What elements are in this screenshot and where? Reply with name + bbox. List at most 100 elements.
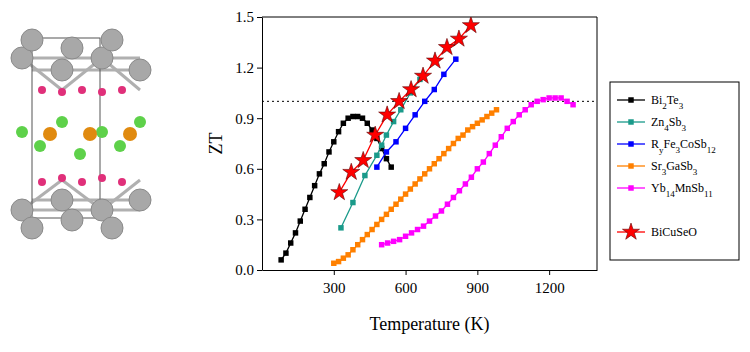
data-point [412,112,417,117]
atom-green [134,116,146,128]
data-point [384,149,389,154]
data-point [369,227,374,232]
unit-cell [32,38,100,218]
tick-mark [257,219,262,220]
data-point [393,139,398,144]
data-point [455,136,460,141]
data-point [331,261,336,266]
y-tick: 0.3 [235,212,262,228]
data-point [546,95,551,100]
data-point [422,171,427,176]
y-tick: 0.0 [235,262,262,278]
plot-area [262,17,597,266]
data-point [408,186,413,191]
data-point [453,56,458,61]
text-run: Bi [651,93,663,107]
tick-mark [257,68,262,69]
data-point [462,17,479,33]
series-line [341,79,420,227]
data-point [558,95,563,100]
legend-item: Zn4Sb3 [617,115,687,133]
data-point [365,121,370,126]
legend-marker [628,163,633,168]
atom-small [118,178,126,186]
tick-label: 0.3 [235,212,254,228]
legend-box [610,82,739,260]
axis-line [263,270,598,271]
data-point [451,141,456,146]
data-point [278,257,283,262]
data-point [331,139,336,144]
x-axis-title: Temperature (K) [369,314,489,335]
data-point [367,126,384,142]
legend-item: Sr3GaSb3 [617,159,698,177]
legend-marker [628,119,633,124]
data-point [534,99,539,104]
data-point [302,207,307,212]
data-point [494,107,499,112]
text-run: MnSb [675,181,704,195]
data-point [343,163,360,179]
legend-label: Yb14MnSb11 [651,181,713,199]
tick-mark [406,270,407,275]
y-tick: 1.2 [235,60,262,76]
data-point [355,114,360,119]
plot-frame [262,17,597,270]
crystal-bond [22,57,140,60]
data-point [487,151,492,156]
data-point [350,247,355,252]
atom-large [129,59,151,81]
data-point [470,124,475,129]
text-run: Fe [664,137,676,151]
data-point [445,201,450,206]
text-run: CoSb [680,137,707,151]
tick-mark [257,17,262,18]
atom-orange [83,127,97,141]
y-axis-title: ZT [206,133,226,155]
data-point [417,176,422,181]
data-point [460,132,465,137]
data-point [489,110,494,115]
data-point [379,242,384,247]
series-line [382,98,573,245]
data-point [385,240,390,245]
tick-mark [477,270,478,275]
data-point [355,242,360,247]
axis-line [262,18,263,271]
data-point [446,146,451,151]
legend-label: BiCuSeO [651,225,697,239]
tick-label: 300 [323,280,346,296]
x-tick: 1200 [535,270,565,296]
subscript: 3 [693,167,698,177]
series-line [377,59,456,167]
data-point [388,207,393,212]
data-point [422,99,427,104]
data-point [505,126,510,131]
crystal-structure [11,29,151,239]
data-point [415,67,432,83]
data-point [283,250,288,255]
y-tick: 0.9 [235,111,262,127]
y-tick: 0.6 [235,161,262,177]
legend-item: Yb14MnSb11 [617,181,713,199]
text-run: Te [667,93,679,107]
atom-small [98,174,106,182]
data-point [528,102,533,107]
tick-mark [257,270,262,271]
x-tick: 300 [323,270,346,296]
data-point [393,201,398,206]
tick-mark [257,118,262,119]
legend-item: BiCuSeO [617,223,697,239]
atom-large [101,217,123,239]
data-point [403,81,420,97]
legend-label: Sr3GaSb3 [651,159,698,177]
data-point [511,119,516,124]
data-point [409,230,414,235]
atom-small [38,178,46,186]
data-point [432,161,437,166]
data-point [439,208,444,213]
atom-small [58,174,66,182]
data-point [345,252,350,257]
data-point [388,164,393,169]
data-point [384,212,389,217]
